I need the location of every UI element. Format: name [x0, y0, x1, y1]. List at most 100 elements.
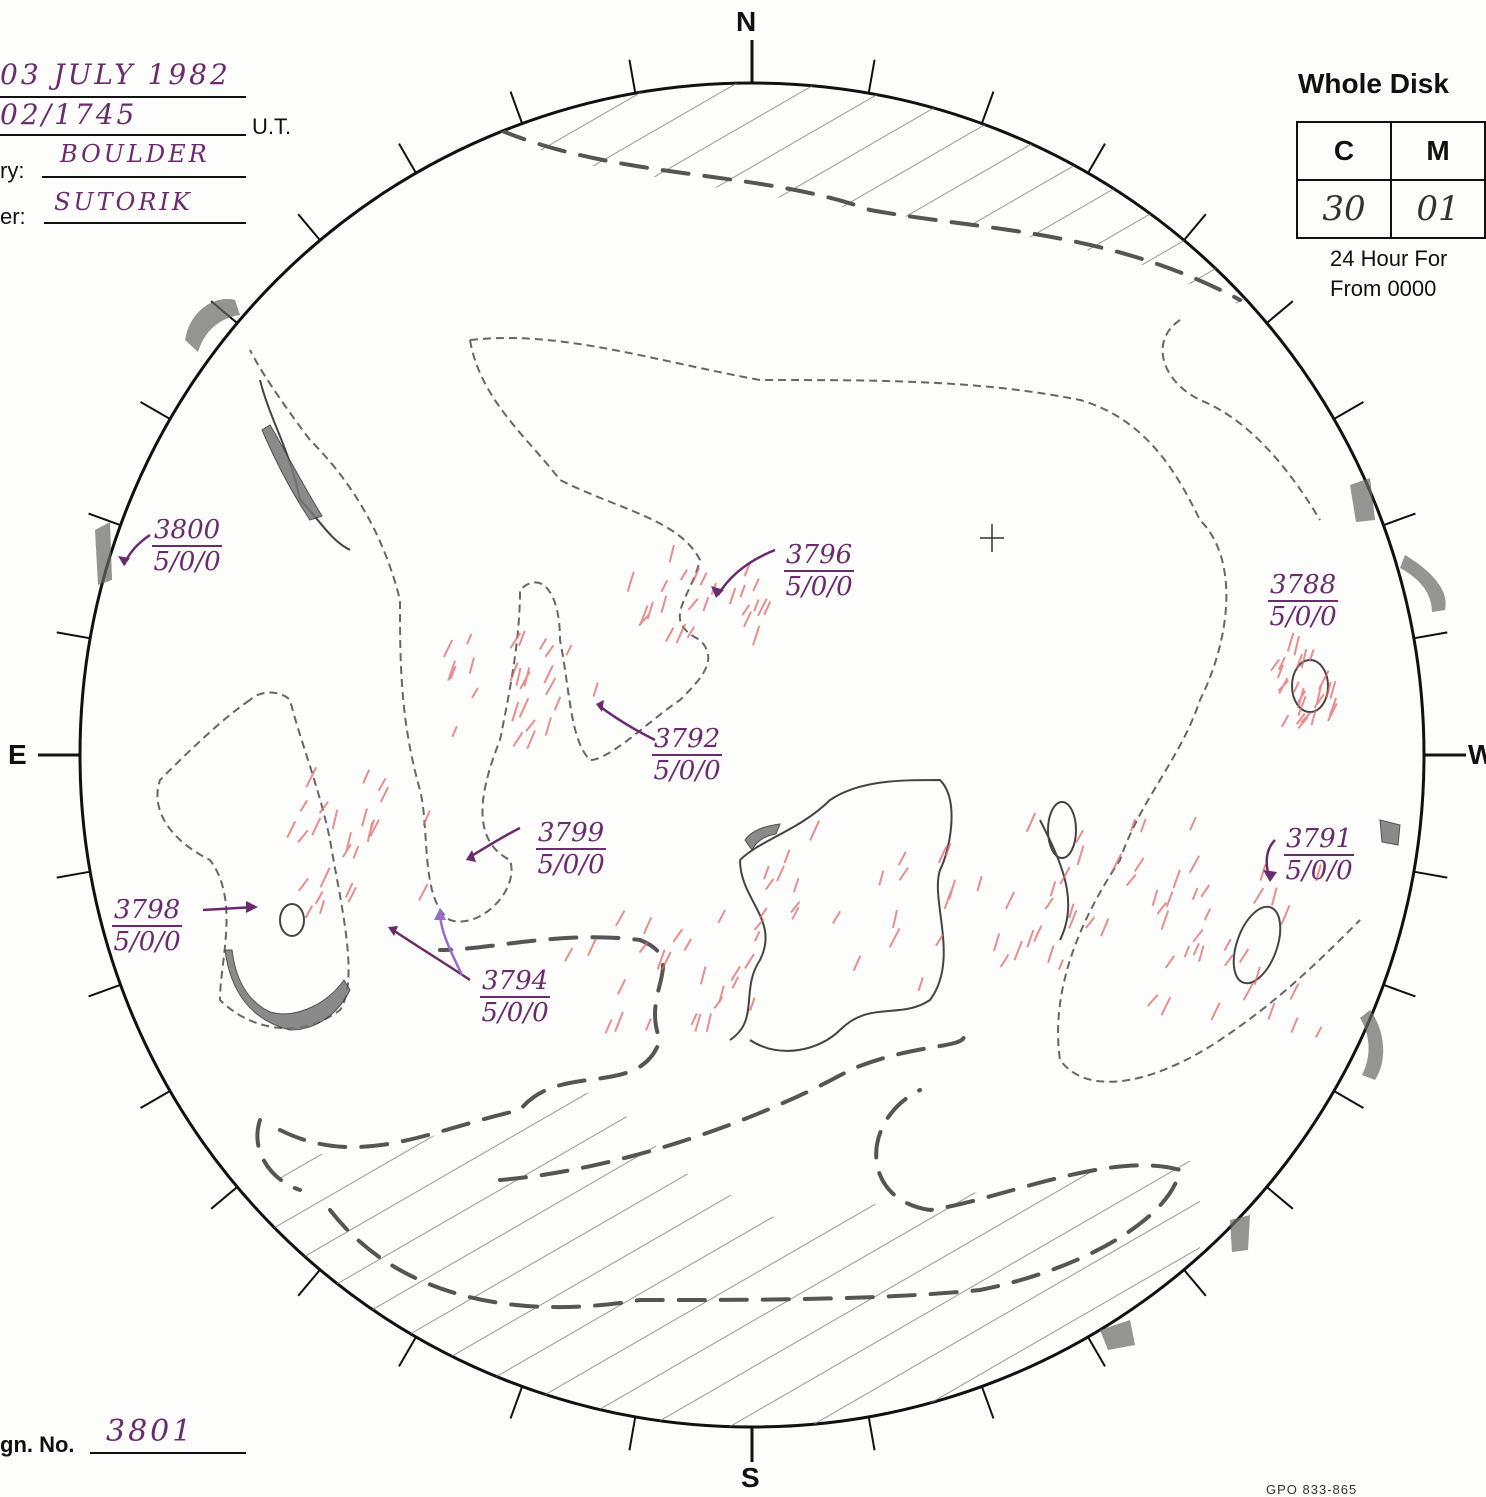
plage-stroke: [686, 626, 695, 639]
region-label: 3799 5/0/0: [536, 818, 607, 880]
plage-stroke: [286, 820, 297, 839]
limb-tick: [980, 91, 995, 124]
plage-stroke: [1165, 891, 1174, 908]
plage-stroke: [759, 907, 768, 919]
plage-stroke: [1191, 887, 1199, 901]
region-label: 3788 5/0/0: [1268, 570, 1339, 632]
plage-stroke: [319, 900, 326, 915]
region-number: 3799: [536, 818, 607, 850]
plage-stroke: [675, 623, 687, 644]
plage-stroke: [509, 632, 522, 649]
region-label: 3796 5/0/0: [784, 540, 855, 602]
plage-stroke: [297, 829, 309, 843]
plage-stroke: [615, 910, 626, 927]
limb-tick: [88, 983, 121, 998]
plage-stroke: [1033, 925, 1043, 942]
time-unit: U.T.: [252, 114, 292, 139]
plage-stroke: [642, 916, 653, 935]
plage-stroke: [379, 786, 390, 803]
plage-stroke: [683, 938, 693, 952]
region-number: 3788: [1268, 570, 1339, 602]
plage-stroke: [1327, 702, 1338, 722]
limb-tick: [398, 143, 417, 174]
limb-tick: [1413, 631, 1448, 640]
plage-stroke: [660, 579, 669, 593]
region-number: 3791: [1284, 824, 1355, 856]
plage-stroke: [553, 696, 562, 711]
plage-stroke: [1192, 928, 1204, 943]
plage-stroke: [1125, 873, 1137, 887]
plage-stroke: [878, 870, 885, 886]
plage-stroke: [526, 730, 536, 750]
plage-stroke: [1318, 670, 1330, 690]
plage-stroke: [1297, 695, 1307, 716]
plage-stroke: [347, 886, 357, 903]
limb-tick: [1383, 983, 1416, 998]
forecast-value-m: 01: [1390, 179, 1486, 239]
limb-tick: [1413, 870, 1448, 879]
plage-stroke: [1075, 829, 1085, 844]
plage-stroke: [699, 966, 707, 985]
plage-stroke: [1047, 945, 1055, 964]
plage-stroke: [1223, 938, 1232, 952]
plage-stroke: [792, 878, 800, 893]
plage-stroke: [891, 909, 899, 929]
plage-stroke: [1068, 909, 1078, 929]
plage-stroke: [1329, 680, 1337, 699]
plage-stroke: [943, 890, 953, 910]
limb-tick: [1333, 401, 1364, 420]
limb-ticks: [56, 59, 1448, 1451]
plage-stroke: [1172, 869, 1181, 889]
plage-stroke: [362, 769, 371, 784]
sign-line: [90, 1452, 246, 1454]
north-polar-hatched-region: [400, 83, 1300, 340]
plage-stroke: [1111, 853, 1123, 872]
plage-stroke: [1276, 664, 1284, 679]
plage-stroke: [449, 665, 457, 680]
limb-tick: [297, 1269, 321, 1297]
plage-stroke: [944, 842, 952, 857]
region-label: 3798 5/0/0: [112, 895, 183, 957]
plage-stroke: [809, 820, 821, 841]
limb-tick: [1087, 143, 1106, 174]
plage-stroke: [999, 953, 1010, 968]
plage-stroke: [1192, 942, 1200, 956]
plage-stroke: [1297, 716, 1309, 729]
plage-stroke: [752, 625, 761, 646]
plage-stroke: [1057, 959, 1064, 971]
plage-stroke: [1084, 916, 1096, 929]
limb-tick: [628, 59, 637, 94]
forecast-header-c: C: [1296, 121, 1392, 181]
plage-stroke: [917, 977, 924, 992]
plage-stroke: [311, 817, 322, 836]
region-label: 3791 5/0/0: [1284, 824, 1355, 886]
plage-stroke: [661, 951, 672, 971]
plage-stroke: [897, 851, 907, 866]
limb-tick: [56, 870, 91, 879]
plage-stroke: [509, 662, 519, 682]
region-class: 5/0/0: [1269, 602, 1337, 632]
plage-stroke: [1200, 884, 1211, 898]
limb-tick: [867, 59, 876, 94]
plage-stroke: [831, 910, 842, 925]
plage-stroke: [717, 909, 727, 924]
plage-stroke: [617, 979, 627, 995]
plage-stroke: [512, 731, 524, 747]
plage-stroke: [744, 953, 755, 969]
plage-markings: [286, 544, 1338, 1038]
plage-stroke: [1289, 983, 1300, 1001]
plage-stroke: [888, 928, 901, 948]
plage-stroke: [1151, 889, 1159, 907]
plage-stroke: [660, 595, 668, 613]
plage-stroke: [518, 697, 530, 718]
region-class: 5/0/0: [1285, 856, 1353, 886]
print-code: GPO 833-865: [1266, 1482, 1358, 1497]
plage-stroke: [739, 584, 746, 598]
plage-stroke: [443, 639, 454, 658]
plage-stroke: [297, 877, 309, 892]
plage-stroke: [731, 976, 740, 989]
forecast-note-line2: From 0000: [1330, 276, 1437, 301]
plage-stroke: [1295, 712, 1306, 725]
region-number: 3796: [784, 540, 855, 572]
plage-stroke: [764, 878, 775, 891]
